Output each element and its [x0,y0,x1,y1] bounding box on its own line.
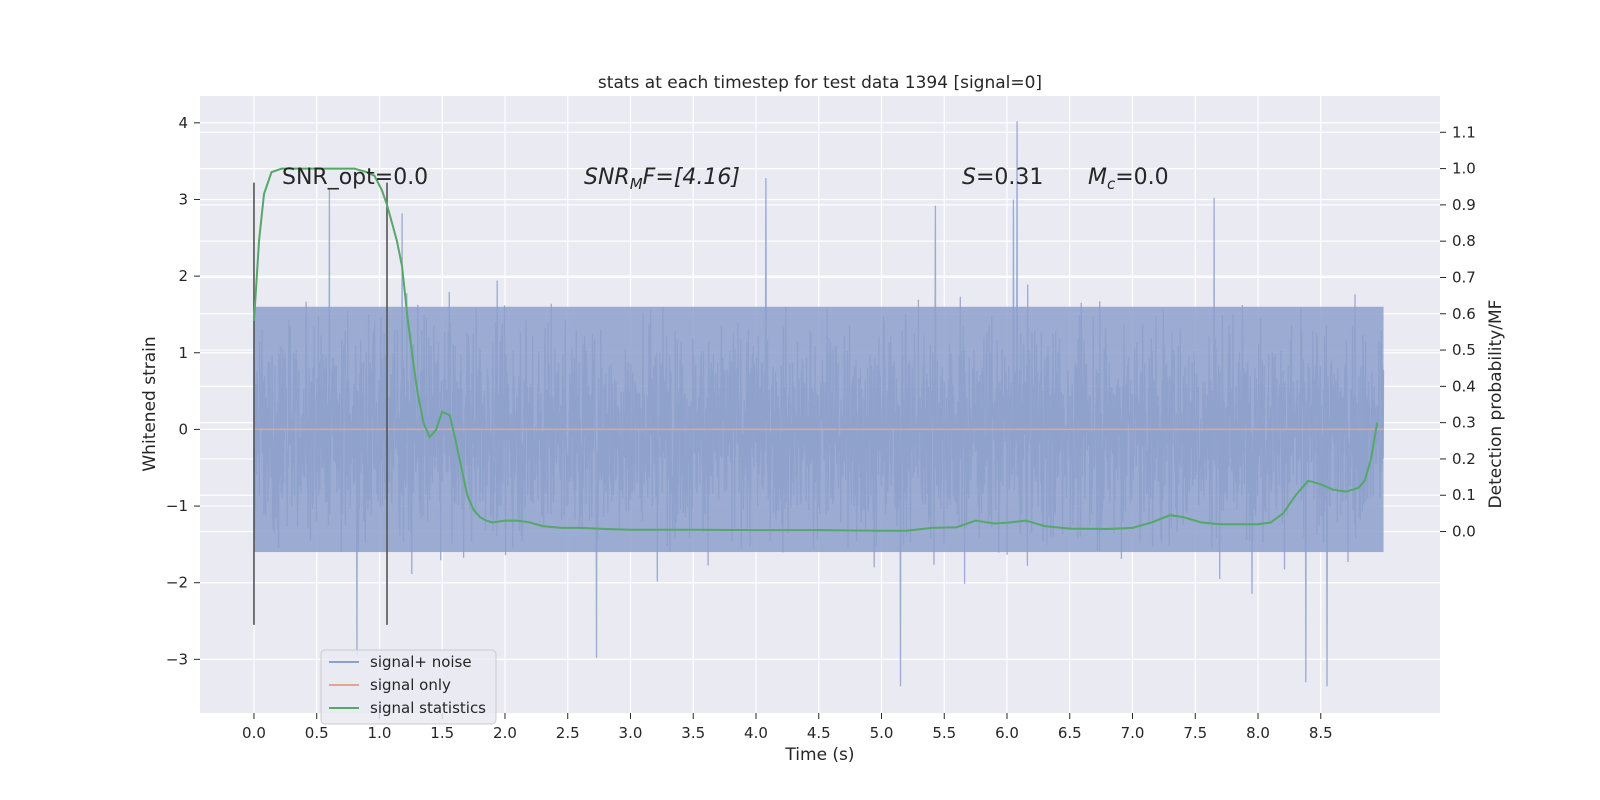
y2-tick-label: 0.2 [1452,450,1476,468]
y2-tick-label: 0.0 [1452,523,1476,541]
x-tick-label: 5.0 [870,724,894,742]
annotation-snr-mf: SNRMF=[4.16] [584,165,740,193]
y-tick-label: 1 [178,344,188,362]
y-axis-ticks: 4 3 2 1 0 −1 −2 −3 [166,114,200,668]
x-tick-label: 0.0 [242,724,266,742]
x-tick-label: 5.5 [932,724,956,742]
annotation-snr-mf-sub: M [630,175,643,193]
y-tick-label: 0 [178,420,188,438]
x-tick-label: 3.5 [681,724,705,742]
legend-label-signal-noise: signal+ noise [370,653,472,671]
legend-label-signal-statistics: signal statistics [370,699,486,717]
y2-tick-label: 1.0 [1452,160,1476,178]
annotation-s-label: S [962,165,976,190]
x-tick-label: 4.0 [744,724,768,742]
x-tick-label: 8.0 [1246,724,1270,742]
legend-frame [320,649,497,725]
y-tick-label: 3 [178,190,188,208]
x-tick-label: 1.5 [430,724,454,742]
x-tick-label: 6.5 [1058,724,1082,742]
series-signal-statistics [253,167,1379,532]
y2-tick-label: 0.6 [1452,305,1476,323]
annotation-mc: Mc=0.0 [1088,165,1169,193]
y2-axis-ticks: 1.1 1.0 0.9 0.8 0.7 0.6 0.5 0.4 0.3 0.2 0.1 0.0 [1440,123,1476,541]
annotation-mc-label: M [1088,165,1107,190]
annotation-mc-sub: c [1107,175,1116,193]
legend: signal+ noise signal only signal statist… [320,649,497,725]
annotation-mc-value: =0.0 [1115,165,1168,190]
y-tick-label: −1 [166,497,188,515]
y2-tick-label: 0.7 [1452,268,1476,286]
x-tick-label: 8.5 [1309,724,1333,742]
y-tick-label: 4 [178,114,188,132]
y2-tick-label: 0.8 [1452,232,1476,250]
y2-tick-label: 0.9 [1452,196,1476,214]
y-axis-label: Whitened strain [140,336,160,471]
x-tick-label: 7.5 [1183,724,1207,742]
x-axis-ticks: 0.0 0.5 1.0 1.5 2.0 2.5 3.0 3.5 4.0 4.5 5.0 5.5 6.0 6… [242,713,1333,742]
annotation-snr-mf-value: F=[4.16] [643,165,740,190]
x-tick-label: 0.5 [305,724,329,742]
x-tick-label: 2.5 [556,724,580,742]
y2-axis-label: Detection probability/MF [1486,300,1506,509]
x-tick-label: 4.5 [807,724,831,742]
legend-label-signal-only: signal only [370,676,451,694]
y2-tick-label: 0.1 [1452,486,1476,504]
annotation-s-value: =0.31 [976,165,1043,190]
y2-tick-label: 0.5 [1452,341,1476,359]
y2-tick-label: 1.1 [1452,123,1476,141]
chart-title: stats at each timestep for test data 139… [598,73,1042,93]
y2-tick-label: 0.4 [1452,377,1476,395]
x-axis-label: Time (s) [784,745,854,765]
x-tick-label: 6.0 [995,724,1019,742]
y-tick-label: −3 [166,650,188,668]
x-tick-label: 2.0 [493,724,517,742]
annotation-s: S=0.31 [962,165,1043,190]
y-tick-label: 2 [178,267,188,285]
x-tick-label: 1.0 [368,724,392,742]
signal-statistics-line [253,167,1379,532]
y-tick-label: −2 [166,574,188,592]
x-tick-label: 3.0 [619,724,643,742]
annotations: SNR_opt=0.0 SNRMF=[4.16] S=0.31 Mc=0.0 [282,165,1169,193]
annotation-snr-opt: SNR_opt=0.0 [282,165,428,190]
y2-tick-label: 0.3 [1452,414,1476,432]
window-markers [253,182,388,625]
x-tick-label: 7.0 [1121,724,1145,742]
annotation-snr-mf-label: SNR [584,165,630,190]
